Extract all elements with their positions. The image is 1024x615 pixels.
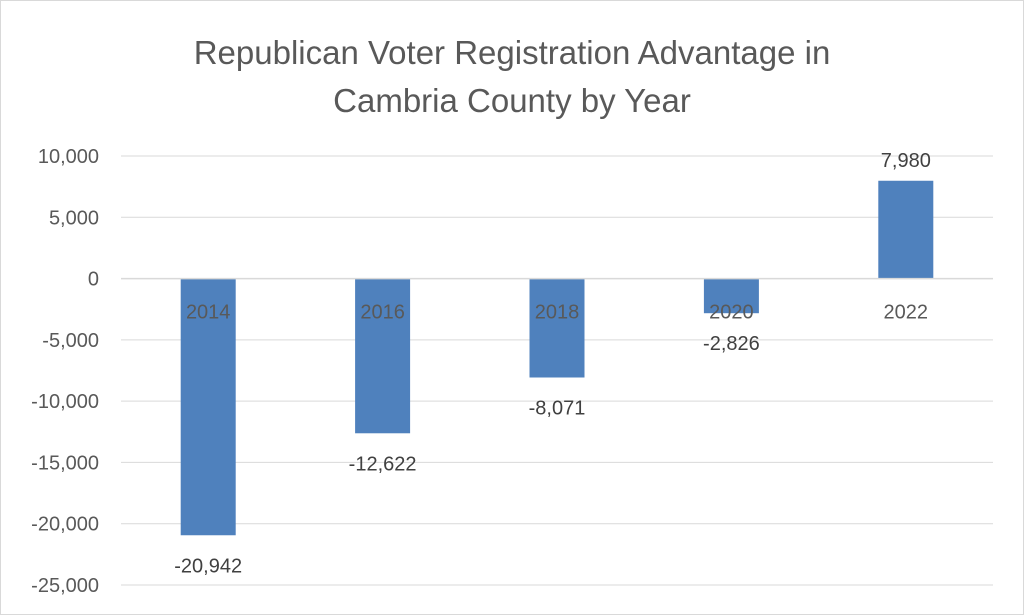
y-tick-label: 10,000 — [38, 146, 99, 168]
y-tick-label: 0 — [88, 269, 99, 291]
bars — [180, 180, 934, 536]
x-tick-label: 2016 — [360, 302, 405, 324]
data-label: -12,622 — [349, 453, 417, 475]
bar-2020 — [703, 278, 759, 314]
chart-title-line-2: Cambria County by Year — [333, 82, 691, 119]
x-tick-label: 2014 — [186, 302, 231, 324]
y-tick-label: -10,000 — [31, 391, 99, 413]
chart-title-line-1: Republican Voter Registration Advantage … — [193, 34, 831, 71]
data-label: -2,826 — [703, 333, 760, 355]
bar-2018 — [529, 278, 585, 378]
data-label: 7,980 — [881, 150, 931, 172]
x-tick-label: 2022 — [884, 302, 929, 324]
x-tick-label: 2018 — [535, 302, 580, 324]
y-tick-label: -25,000 — [31, 575, 99, 597]
bar-2016 — [355, 278, 411, 434]
x-tick-label: 2020 — [709, 302, 754, 324]
bar-2022 — [878, 180, 934, 279]
data-label: -8,071 — [529, 397, 586, 419]
y-tick-label: -20,000 — [31, 514, 99, 536]
data-label: -20,942 — [174, 555, 242, 577]
bar-2014 — [180, 278, 236, 536]
chart-title: Republican Voter Registration Advantage … — [1, 29, 1023, 125]
y-tick-label: -15,000 — [31, 452, 99, 474]
y-tick-label: 5,000 — [49, 207, 99, 229]
y-tick-label: -5,000 — [42, 330, 99, 352]
labels: 10,000 5,000 0 -5,000 -10,000 -15,000 -20,000 -… — [31, 146, 931, 597]
